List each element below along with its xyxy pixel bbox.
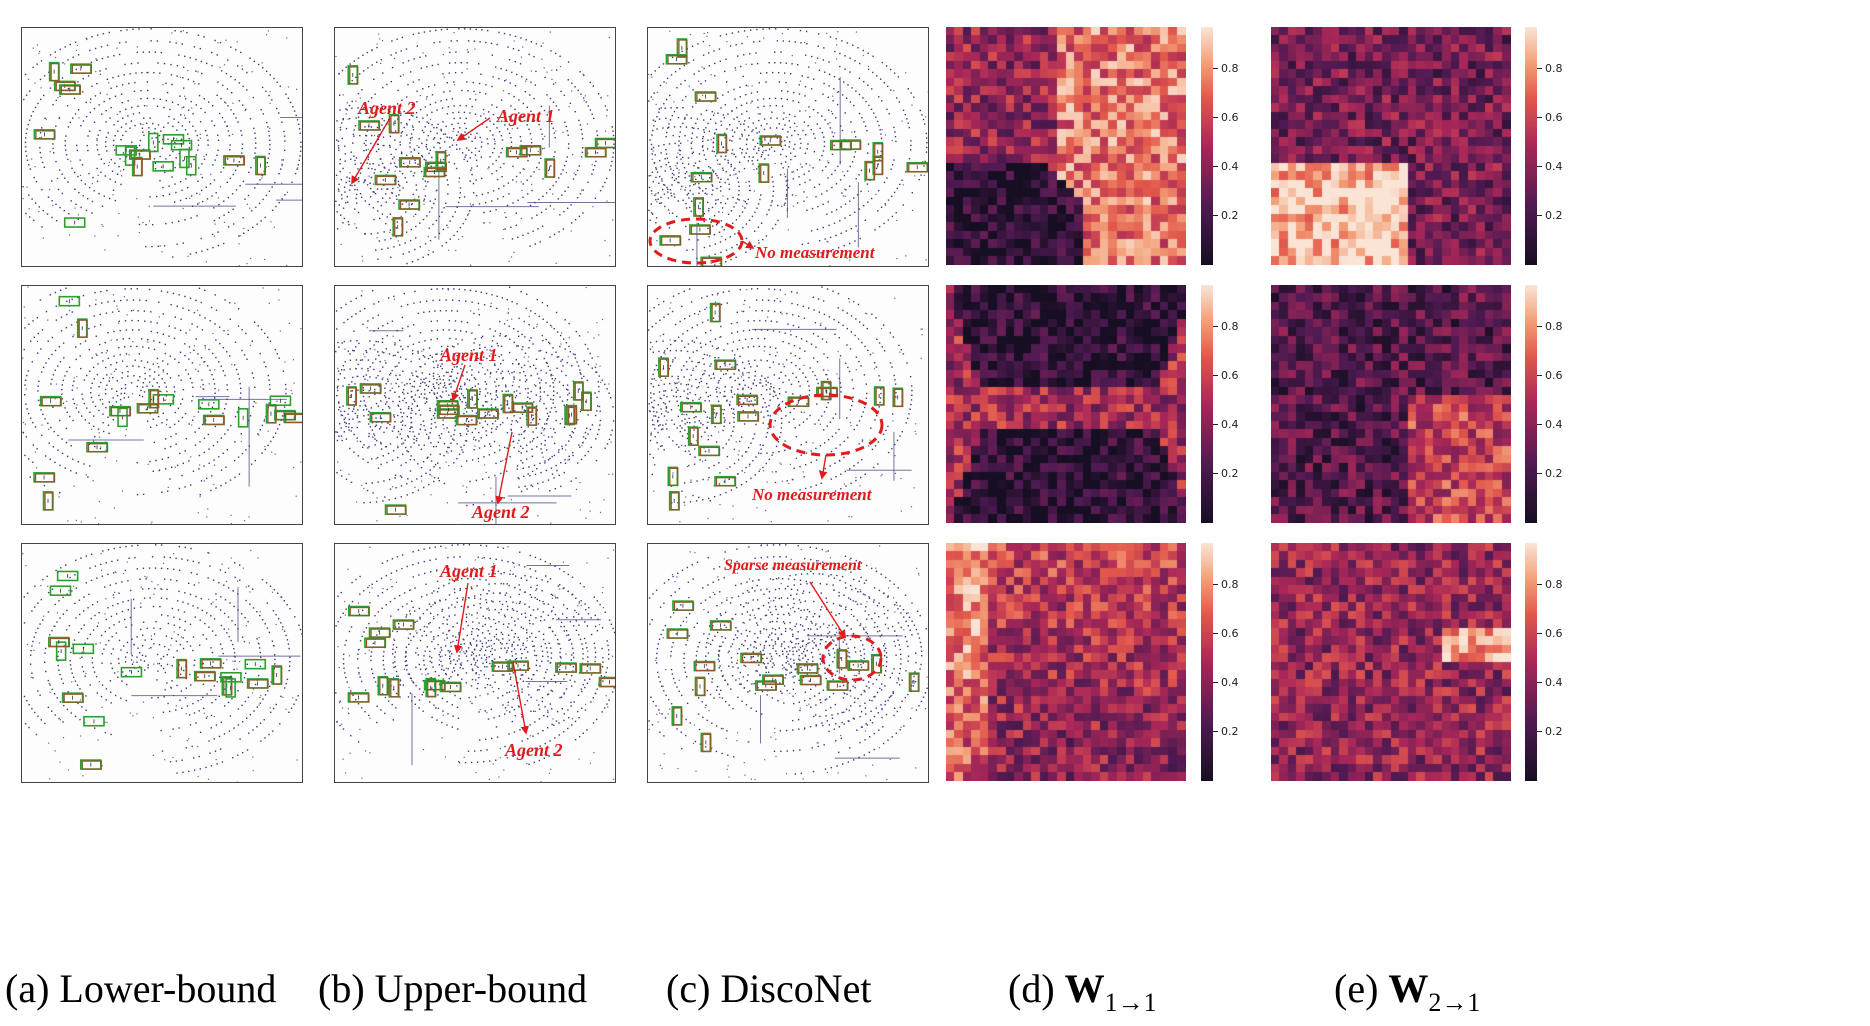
caption-c: (c) DiscoNet (666, 966, 872, 1011)
panel-upperbound-row2 (334, 285, 616, 525)
colorbar-tick-label: 0.6 (1537, 110, 1563, 124)
annotation-agent1: Agent 1 (440, 345, 498, 365)
colorbar (1201, 27, 1213, 265)
colorbar-tick-label: 0.8 (1213, 61, 1239, 75)
lidar-scene (648, 28, 928, 266)
colorbar (1525, 543, 1537, 781)
lidar-scene (648, 544, 928, 781)
colorbar-tick-label: 0.2 (1213, 466, 1239, 480)
panel-disconet-row3 (647, 543, 929, 783)
colorbar-tick-label: 0.4 (1213, 417, 1239, 431)
annotation-no-measurement: No measurement (752, 485, 872, 504)
lidar-scene (22, 544, 302, 782)
panel-lowerbound-row2 (21, 285, 303, 525)
lidar-scene (335, 286, 615, 524)
colorbar (1525, 27, 1537, 265)
colorbar-tick-label: 0.4 (1537, 675, 1563, 689)
colorbar-tick-label: 0.6 (1213, 626, 1239, 640)
colorbar-tick-label: 0.8 (1213, 577, 1239, 591)
colorbar-tick-label: 0.4 (1537, 417, 1563, 431)
colorbar-tick-label: 0.4 (1213, 675, 1239, 689)
lidar-scene (335, 544, 615, 782)
annotation-agent1: Agent 1 (440, 561, 498, 581)
heatmap-w11-row1 (946, 27, 1186, 265)
caption-d: (d) W1→1 (1008, 966, 1157, 1017)
panel-lowerbound-row1 (21, 27, 303, 267)
annotation-no-measurement: No measurement (755, 243, 875, 262)
heatmap-w21-row1 (1271, 27, 1511, 265)
colorbar-tick-label: 0.8 (1213, 319, 1239, 333)
annotation-agent2: Agent 2 (358, 98, 416, 118)
annotation-agent2: Agent 2 (505, 740, 563, 760)
colorbar-tick-label: 0.6 (1213, 110, 1239, 124)
annotation-agent1: Agent 1 (497, 106, 555, 126)
colorbar-tick-label: 0.2 (1213, 208, 1239, 222)
colorbar-tick-label: 0.4 (1537, 159, 1563, 173)
heatmap-w21-row2 (1271, 285, 1511, 523)
panel-upperbound-row1 (334, 27, 616, 267)
caption-a: (a) Lower-bound (5, 966, 277, 1011)
colorbar-tick-label: 0.6 (1537, 368, 1563, 382)
colorbar-tick-label: 0.6 (1213, 368, 1239, 382)
colorbar-tick-label: 0.8 (1537, 61, 1563, 75)
lidar-scene (22, 28, 302, 266)
colorbar-tick-label: 0.8 (1537, 577, 1563, 591)
colorbar (1525, 285, 1537, 523)
annotation-agent2: Agent 2 (472, 502, 530, 522)
annotation-sparse-measurement: Sparse measurement (724, 557, 862, 574)
heatmap-w11-row3 (946, 543, 1186, 781)
colorbar-tick-label: 0.8 (1537, 319, 1563, 333)
heatmap-w11-row2 (946, 285, 1186, 523)
panel-lowerbound-row3 (21, 543, 303, 783)
caption-b: (b) Upper-bound (318, 966, 588, 1011)
colorbar-tick-label: 0.2 (1537, 208, 1563, 222)
lidar-scene (22, 286, 302, 524)
colorbar-tick-label: 0.4 (1213, 159, 1239, 173)
colorbar-tick-label: 0.2 (1537, 466, 1563, 480)
colorbar-tick-label: 0.6 (1537, 626, 1563, 640)
colorbar (1201, 285, 1213, 523)
colorbar-tick-label: 0.2 (1213, 724, 1239, 738)
caption-e: (e) W2→1 (1334, 966, 1481, 1017)
colorbar (1201, 543, 1213, 781)
lidar-scene (648, 286, 923, 523)
colorbar-tick-label: 0.2 (1537, 724, 1563, 738)
panel-upperbound-row3 (334, 543, 616, 783)
heatmap-w21-row3 (1271, 543, 1511, 781)
lidar-scene (335, 28, 615, 266)
panel-disconet-row1 (647, 27, 929, 267)
